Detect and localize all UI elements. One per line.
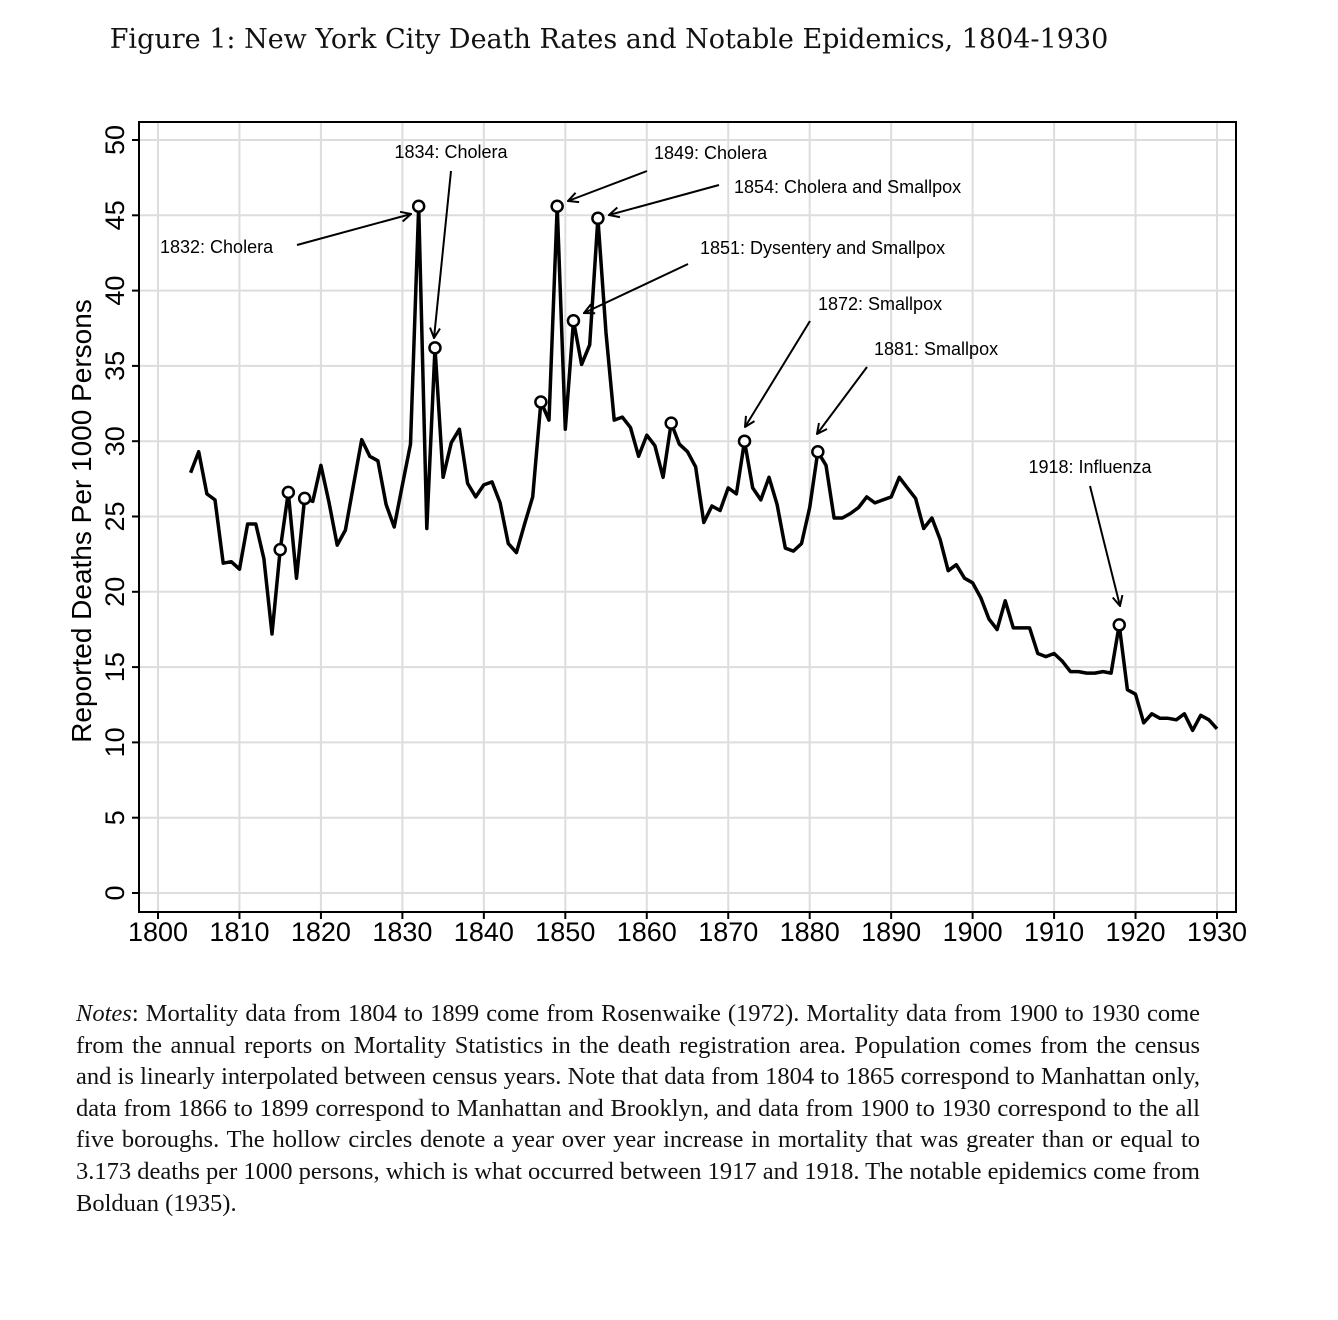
x-tick-label: 1930 <box>1187 917 1247 947</box>
y-tick-label: 0 <box>100 885 130 900</box>
x-tick-label: 1880 <box>780 917 840 947</box>
annotation-label: 1851: Dysentery and Smallpox <box>700 238 945 258</box>
annotation-label: 1834: Cholera <box>394 142 508 162</box>
annotation-label: 1918: Influenza <box>1028 457 1152 477</box>
y-tick-label: 45 <box>100 200 130 230</box>
increase-marker <box>411 199 426 214</box>
figure-notes: Notes: Mortality data from 1804 to 1899 … <box>76 998 1200 1219</box>
annotation-label: 1881: Smallpox <box>874 339 998 359</box>
x-tick-label: 1830 <box>372 917 432 947</box>
annotation-label: 1849: Cholera <box>654 143 768 163</box>
y-tick-label: 50 <box>100 125 130 155</box>
increase-marker <box>737 434 752 448</box>
annotation-arrow <box>296 214 411 246</box>
y-tick-label: 15 <box>100 652 130 682</box>
annotation-label: 1832: Cholera <box>160 237 274 257</box>
x-tick-label: 1910 <box>1024 917 1084 947</box>
increase-marker <box>811 444 825 459</box>
y-tick-label: 25 <box>100 501 130 531</box>
increase-marker <box>1112 618 1126 632</box>
increase-marker <box>591 211 605 226</box>
y-tick-label: 35 <box>100 351 130 381</box>
annotation-arrow <box>434 170 452 338</box>
increase-marker <box>273 542 287 557</box>
x-tick-label: 1890 <box>861 917 921 947</box>
notes-label: Notes <box>76 1000 132 1027</box>
death-rate-chart: 1800 1810 1820 1830 1840 1850 1860 1870 1880 1890… <box>66 121 1247 947</box>
notes-text: : Mortality data from 1804 to 1899 come … <box>76 1000 1200 1217</box>
y-tick-label: 20 <box>100 577 130 607</box>
death-rate-line <box>188 204 1219 733</box>
increase-marker <box>566 313 581 328</box>
increase-marker <box>281 485 296 500</box>
x-tick-label: 1850 <box>535 917 595 947</box>
increase-marker <box>297 491 312 506</box>
annotation-label: 1854: Cholera and Smallpox <box>734 177 961 197</box>
x-tick-label: 1840 <box>454 917 514 947</box>
y-tick-label: 10 <box>100 727 130 757</box>
annotation-label: 1872: Smallpox <box>818 294 942 314</box>
annotation-arrow <box>817 366 868 434</box>
y-axis-title: Reported Deaths Per 1000 Persons <box>66 299 97 743</box>
increase-marker <box>534 395 548 409</box>
y-tick-label: 40 <box>100 276 130 306</box>
annotation-arrow <box>584 263 689 313</box>
x-tick-label: 1870 <box>698 917 758 947</box>
x-tick-label: 1800 <box>128 917 188 947</box>
annotation-arrow <box>1089 485 1120 606</box>
increase-marker <box>664 416 678 430</box>
x-tick-label: 1900 <box>943 917 1003 947</box>
annotation-arrow <box>609 184 720 215</box>
increase-marker <box>550 199 564 214</box>
x-tick-label: 1920 <box>1105 917 1165 947</box>
annotation-arrow <box>568 170 648 201</box>
x-tick-label: 1860 <box>617 917 677 947</box>
figure-title: Figure 1: New York City Death Rates and … <box>109 24 1109 55</box>
annotation-arrow <box>745 320 811 427</box>
y-tick-label: 5 <box>100 810 130 825</box>
x-tick-label: 1820 <box>291 917 351 947</box>
x-tick-label: 1810 <box>209 917 269 947</box>
y-tick-label: 30 <box>100 426 130 456</box>
increase-marker <box>428 341 442 355</box>
